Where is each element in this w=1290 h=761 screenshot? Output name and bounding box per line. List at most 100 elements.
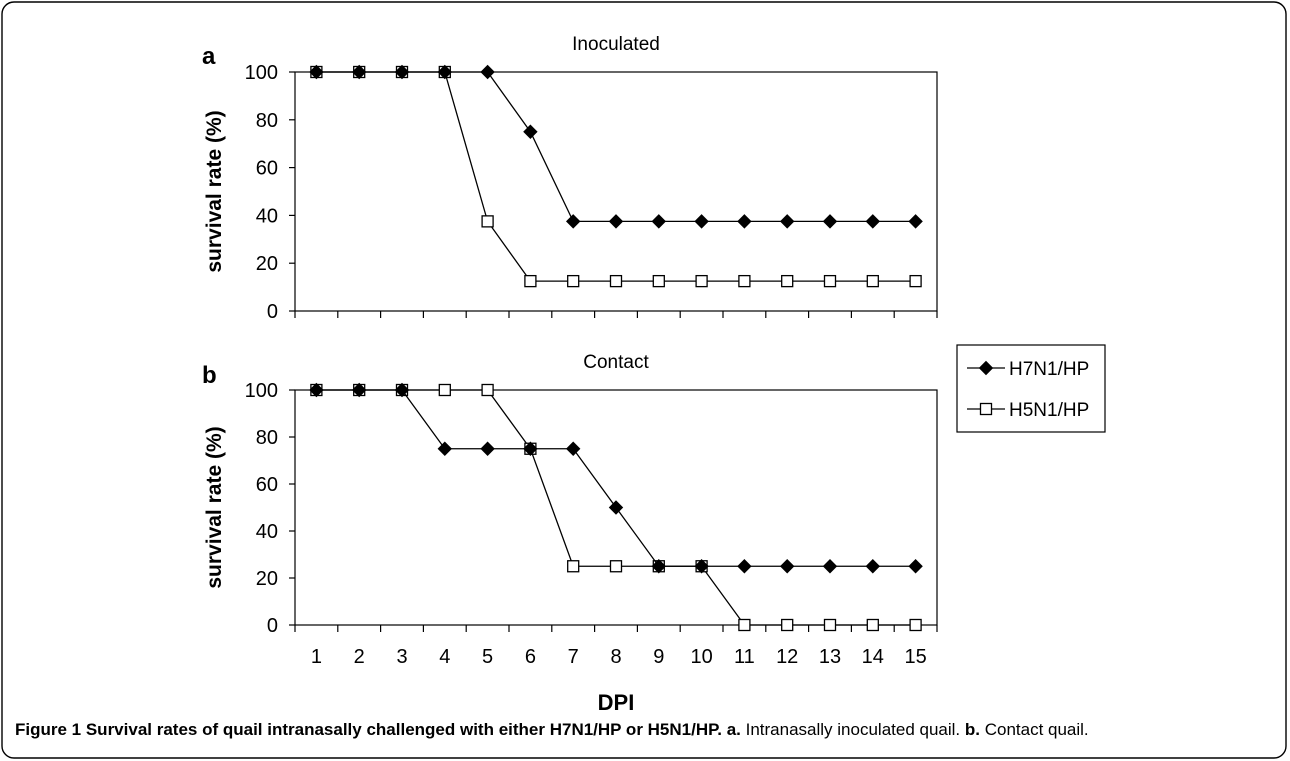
data-point bbox=[608, 214, 624, 229]
legend-marker bbox=[978, 360, 994, 376]
y-tick-label: 100 bbox=[245, 62, 278, 84]
data-point bbox=[908, 214, 923, 229]
legend-box bbox=[956, 344, 1106, 433]
y-tick-label: 80 bbox=[256, 427, 278, 449]
data-point bbox=[567, 560, 580, 573]
x-tick-label: 6 bbox=[525, 646, 536, 668]
data-point bbox=[738, 274, 751, 288]
x-tick-label: 3 bbox=[396, 646, 407, 668]
data-point bbox=[481, 215, 494, 228]
data-point bbox=[695, 274, 708, 288]
panel-a: a Inoculated 0 20 40 60 80 100 survival rate (%) bbox=[202, 34, 938, 323]
data-point bbox=[694, 214, 709, 229]
series-h7n1-hp bbox=[309, 382, 923, 574]
data-point bbox=[437, 441, 453, 456]
x-tick-label: 2 bbox=[354, 646, 365, 668]
data-point bbox=[351, 64, 367, 80]
panel-letter-a: a bbox=[202, 43, 216, 70]
y-axis-label-a: survival rate (%) bbox=[203, 110, 226, 272]
data-point bbox=[565, 214, 581, 229]
data-point bbox=[909, 274, 922, 288]
y-tick-label: 20 bbox=[256, 568, 278, 590]
panel-letter-b: b bbox=[202, 362, 217, 389]
data-point bbox=[781, 274, 794, 288]
data-point bbox=[309, 64, 324, 80]
data-point bbox=[823, 274, 837, 288]
x-tick-label: 9 bbox=[653, 646, 664, 668]
data-point bbox=[394, 64, 410, 80]
data-point bbox=[480, 64, 495, 80]
y-tick-label: 0 bbox=[267, 615, 278, 637]
data-point bbox=[651, 559, 667, 574]
x-tick-label: 15 bbox=[904, 646, 926, 668]
y-tick-label: 40 bbox=[256, 521, 278, 543]
data-point bbox=[437, 64, 453, 80]
figure-caption: Figure 1 Survival rates of quail intrana… bbox=[15, 720, 1285, 740]
y-tick-label: 20 bbox=[256, 253, 278, 275]
legend-label: H5N1/HP bbox=[1009, 400, 1089, 421]
x-tick-label: 14 bbox=[862, 646, 884, 668]
data-point bbox=[609, 274, 623, 288]
caption-text-b: Contact quail. bbox=[979, 720, 1089, 739]
data-point bbox=[908, 559, 923, 574]
x-tick-label: 7 bbox=[568, 646, 579, 668]
data-point bbox=[822, 214, 838, 229]
plot-area-b bbox=[294, 389, 938, 626]
y-axis-label-b: survival rate (%) bbox=[203, 426, 226, 588]
legend-marker bbox=[979, 402, 993, 416]
data-point bbox=[781, 618, 794, 632]
y-tick-label: 80 bbox=[256, 110, 278, 132]
x-tick-label: 13 bbox=[819, 646, 841, 668]
data-point bbox=[651, 214, 667, 229]
x-tick-label: 10 bbox=[690, 646, 712, 668]
caption-bold-b: b. bbox=[964, 720, 980, 739]
data-point bbox=[523, 124, 538, 139]
plot-area-a bbox=[294, 71, 938, 312]
x-axis-label: DPI bbox=[598, 690, 635, 715]
x-tick-label: 4 bbox=[439, 646, 450, 668]
data-point bbox=[779, 214, 795, 229]
data-point bbox=[823, 618, 837, 632]
data-point bbox=[309, 382, 324, 398]
data-point bbox=[865, 559, 881, 574]
caption-text-a: Intranasally inoculated quail. bbox=[740, 720, 965, 739]
legend: H7N1/HP H5N1/HP bbox=[956, 344, 1106, 433]
data-point bbox=[567, 274, 580, 288]
x-tick-label: 12 bbox=[776, 646, 798, 668]
y-tick-label: 40 bbox=[256, 205, 278, 227]
data-point bbox=[438, 383, 451, 397]
series-h7n1-hp bbox=[309, 64, 923, 229]
data-point bbox=[866, 618, 879, 632]
y-tick-label: 100 bbox=[245, 380, 278, 402]
data-point bbox=[481, 383, 494, 397]
y-tick-label: 60 bbox=[256, 474, 278, 496]
data-point bbox=[565, 441, 581, 456]
legend-label: H7N1/HP bbox=[1009, 359, 1089, 380]
data-point bbox=[652, 274, 665, 288]
data-point bbox=[351, 382, 367, 398]
panel-title-a: Inoculated bbox=[572, 34, 660, 55]
data-point bbox=[523, 441, 538, 456]
data-point bbox=[737, 559, 752, 574]
data-point bbox=[480, 441, 495, 456]
caption-bold: Figure 1 Survival rates of quail intrana… bbox=[15, 720, 741, 739]
data-point bbox=[909, 618, 922, 632]
legend-entry: H7N1/HP bbox=[967, 359, 1089, 380]
data-point bbox=[694, 559, 709, 574]
x-tick-label: 1 bbox=[311, 646, 322, 668]
y-tick-label: 0 bbox=[267, 301, 278, 323]
data-point bbox=[822, 559, 838, 574]
data-point bbox=[609, 560, 623, 573]
x-tick-label: 11 bbox=[734, 646, 755, 668]
data-point bbox=[866, 274, 879, 288]
y-tick-label: 60 bbox=[256, 158, 278, 180]
legend-entry: H5N1/HP bbox=[967, 400, 1089, 421]
data-point bbox=[738, 618, 751, 632]
data-point bbox=[865, 214, 881, 229]
data-point bbox=[779, 559, 795, 574]
data-point bbox=[737, 214, 752, 229]
